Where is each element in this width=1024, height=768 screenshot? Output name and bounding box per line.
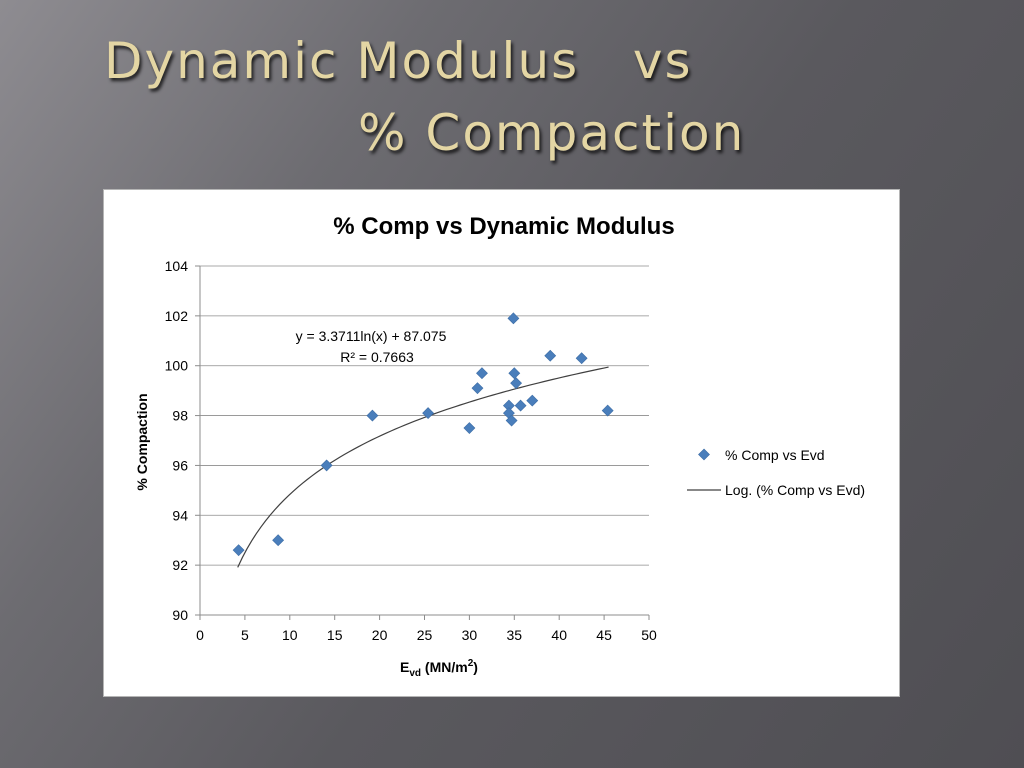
x-tick-label: 35 <box>507 627 523 643</box>
data-point-diamond <box>514 399 527 412</box>
legend-trendline-label: Log. (% Comp vs Evd) <box>725 482 865 498</box>
legend: % Comp vs Evd Log. (% Comp vs Evd) <box>687 447 865 498</box>
slide-title: Dynamic Modulus vs % Compaction <box>0 0 1024 180</box>
x-tick-label: 30 <box>462 627 478 643</box>
y-tick-label: 104 <box>165 258 189 274</box>
grid-lines <box>200 265 649 566</box>
x-tick-label: 45 <box>596 627 612 643</box>
data-point-diamond <box>471 382 484 395</box>
data-point-diamond <box>575 352 588 365</box>
x-tick-label: 50 <box>641 627 657 643</box>
data-points <box>232 312 614 557</box>
y-tick-label: 102 <box>165 308 189 324</box>
data-point-diamond <box>507 312 520 325</box>
y-tick-label: 100 <box>165 358 189 374</box>
y-tick-label: 90 <box>172 607 188 623</box>
trendline-layer <box>237 366 609 568</box>
data-point-diamond <box>272 534 285 547</box>
x-tick-label: 15 <box>327 627 343 643</box>
data-point-diamond <box>505 414 518 427</box>
y-tick-label: 98 <box>172 408 188 424</box>
chart-title: % Comp vs Dynamic Modulus <box>333 213 674 240</box>
trendline-equation: y = 3.3711ln(x) + 87.075 <box>296 328 447 344</box>
y-tick-label: 96 <box>172 457 188 473</box>
data-point-diamond <box>366 409 379 422</box>
y-tick-label: 92 <box>172 557 188 573</box>
x-tick-label: 20 <box>372 627 388 643</box>
x-axis-label-close: ) <box>473 659 478 675</box>
trendline-curve <box>237 366 609 568</box>
data-point-diamond <box>601 404 614 417</box>
x-axis-label: Evd (MN/m2) <box>400 658 478 679</box>
data-point-diamond <box>544 349 557 362</box>
x-tick-label: 5 <box>241 627 249 643</box>
data-point-diamond <box>526 394 539 407</box>
x-axis-label-subscript: vd <box>409 668 421 679</box>
x-tick-label: 10 <box>282 627 298 643</box>
y-tick-label: 94 <box>172 507 188 523</box>
y-axis-label: % Compaction <box>134 393 150 490</box>
data-point-diamond <box>508 367 521 380</box>
data-point-diamond <box>510 377 523 390</box>
axes <box>195 265 650 620</box>
slide-title-line-2: % Compaction <box>358 104 746 162</box>
data-point-diamond <box>422 407 435 420</box>
data-point-diamond <box>232 544 245 557</box>
x-tick-label: 25 <box>417 627 433 643</box>
x-tick-label: 40 <box>551 627 567 643</box>
x-axis-label-main: E <box>400 659 409 675</box>
data-point-diamond <box>476 367 488 380</box>
tick-labels: 90 92 94 96 98 100 102 104 0 5 10 15 20 25 30 35 40 45 50 <box>165 258 657 643</box>
trendline-r-squared: R² = 0.7663 <box>340 349 414 365</box>
data-point-diamond <box>463 422 476 434</box>
x-axis-label-superscript: 2 <box>468 658 474 669</box>
legend-series-label: % Comp vs Evd <box>725 447 825 463</box>
data-point-diamond <box>320 459 333 472</box>
chart-frame: 90 92 94 96 98 100 102 104 0 5 10 15 20 25 30 35 40 45 50 … <box>103 189 900 697</box>
x-axis-label-unit: (MN/m <box>421 659 468 675</box>
legend-diamond-marker <box>698 448 710 461</box>
slide-title-line-1: Dynamic Modulus vs <box>104 32 693 90</box>
x-tick-label: 0 <box>196 627 204 643</box>
